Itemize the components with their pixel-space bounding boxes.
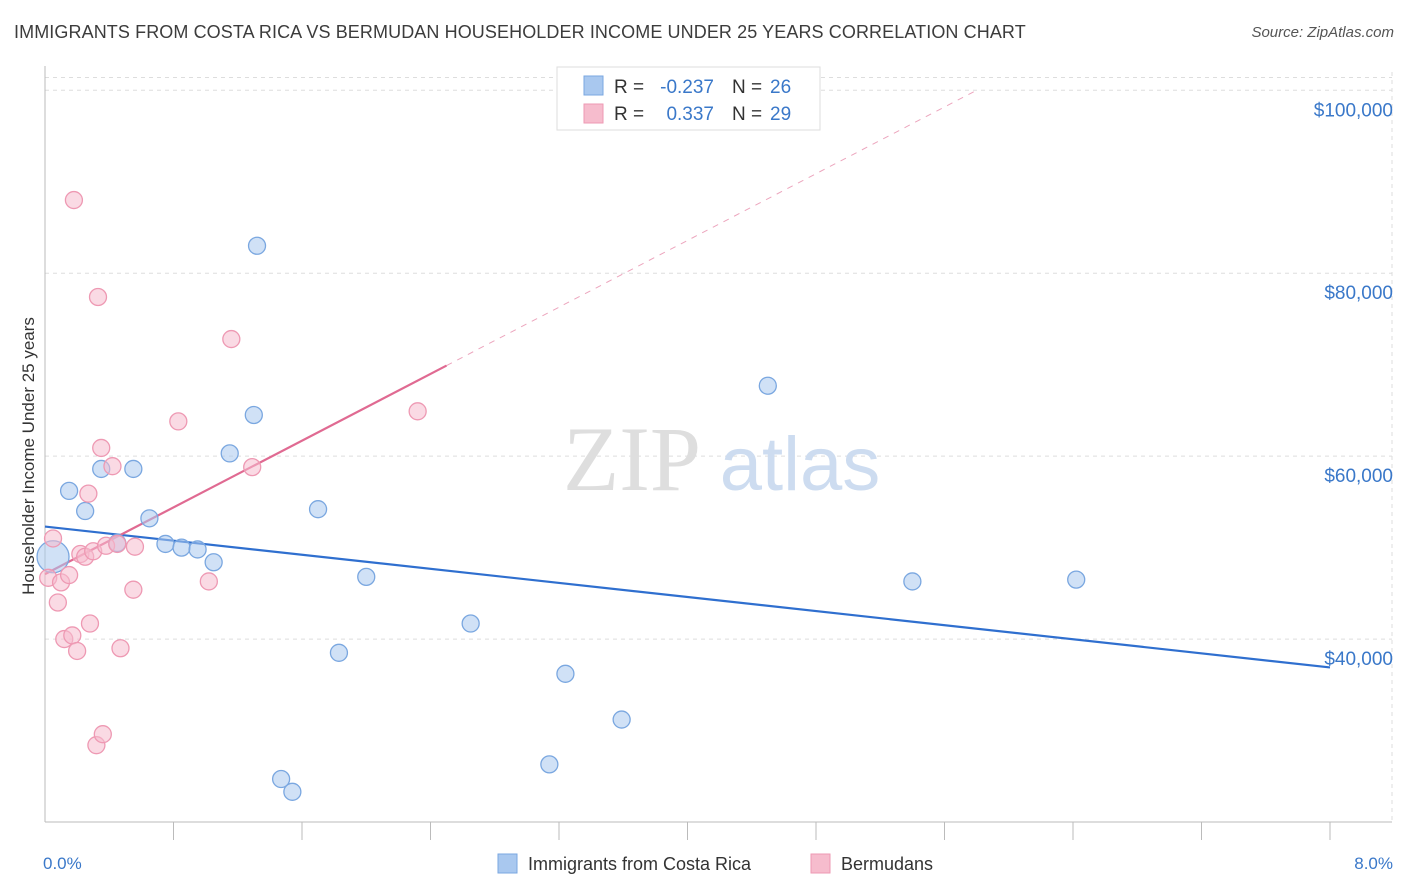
data-point-pink bbox=[88, 287, 108, 307]
data-point-blue bbox=[188, 540, 207, 559]
y-tick-label: $100,000 bbox=[1314, 100, 1393, 121]
data-point-pink bbox=[59, 565, 79, 585]
data-point-blue bbox=[308, 500, 328, 519]
data-point-pink bbox=[93, 725, 112, 744]
legend-swatch-pink bbox=[810, 853, 831, 874]
data-point-pink bbox=[67, 641, 87, 661]
data-point-pink bbox=[125, 537, 145, 556]
watermark-atlas: atlas bbox=[720, 422, 881, 507]
data-point-blue bbox=[124, 459, 143, 479]
axes bbox=[44, 66, 1392, 840]
legend-n-value: 26 bbox=[770, 77, 791, 98]
data-point-blue bbox=[156, 534, 175, 554]
data-point-pink bbox=[92, 438, 111, 458]
trend-lines bbox=[44, 89, 1331, 669]
y-tick-label: $40,000 bbox=[1324, 649, 1393, 670]
data-point-pink bbox=[48, 593, 67, 612]
data-point-blue bbox=[140, 509, 159, 528]
trend-line-blue bbox=[44, 525, 1331, 669]
trend-line-extension-pink bbox=[446, 89, 977, 367]
data-point-pink bbox=[108, 534, 127, 554]
data-point-pink bbox=[111, 639, 130, 658]
data-point-blue bbox=[172, 538, 191, 557]
data-point-pink bbox=[124, 580, 143, 599]
watermark-zip: ZIP bbox=[563, 408, 701, 510]
data-point-pink bbox=[64, 190, 84, 210]
data-point-pink bbox=[199, 572, 218, 591]
legend-bottom: Immigrants from Costa Rica Bermudans bbox=[497, 853, 933, 874]
source-label: Source: ZipAtlas.com bbox=[1251, 24, 1394, 41]
data-point-pink bbox=[243, 457, 262, 477]
data-point-pink bbox=[80, 614, 100, 633]
data-point-blue bbox=[329, 643, 349, 662]
data-point-blue bbox=[540, 755, 559, 774]
data-point-pink bbox=[408, 402, 427, 421]
legend-n-value: 29 bbox=[770, 104, 791, 125]
legend-top: R = -0.237 N = 26 R = 0.337 N = 29 bbox=[556, 66, 821, 131]
data-point-blue bbox=[247, 236, 267, 255]
legend-label-costa-rica: Immigrants from Costa Rica bbox=[528, 854, 752, 874]
legend-swatch-blue bbox=[583, 75, 604, 96]
legend-r-label: R = bbox=[614, 77, 644, 98]
data-points bbox=[36, 190, 1086, 801]
data-point-blue bbox=[204, 553, 223, 572]
data-point-blue bbox=[612, 710, 631, 729]
legend-r-label: R = bbox=[614, 104, 644, 125]
legend-n-label: N = bbox=[732, 104, 762, 125]
legend-n-label: N = bbox=[732, 77, 762, 98]
x-tick-label: 8.0% bbox=[1354, 854, 1393, 873]
data-point-pink bbox=[63, 626, 82, 645]
legend-swatch-pink bbox=[583, 103, 604, 124]
data-point-blue bbox=[271, 769, 291, 789]
data-point-pink bbox=[169, 412, 188, 431]
data-point-blue bbox=[556, 664, 575, 683]
watermark: ZIP atlas bbox=[563, 408, 880, 510]
y-tick-labels: $40,000 $60,000 $80,000 $100,000 bbox=[1314, 100, 1393, 670]
data-point-blue bbox=[283, 782, 302, 801]
x-tick-label: 0.0% bbox=[43, 854, 82, 873]
y-tick-label: $60,000 bbox=[1324, 466, 1393, 487]
legend-label-bermudans: Bermudans bbox=[841, 854, 933, 874]
legend-r-value: 0.337 bbox=[666, 104, 714, 125]
data-point-blue bbox=[244, 405, 263, 425]
y-tick-label: $80,000 bbox=[1324, 283, 1393, 304]
data-point-blue bbox=[357, 567, 376, 587]
data-point-blue bbox=[758, 376, 777, 395]
data-point-blue bbox=[59, 481, 79, 501]
chart-title: IMMIGRANTS FROM COSTA RICA VS BERMUDAN H… bbox=[14, 22, 1026, 42]
y-axis-label: Householder Income Under 25 years bbox=[19, 317, 38, 595]
data-point-pink bbox=[103, 457, 122, 476]
data-point-blue bbox=[461, 614, 480, 633]
data-point-pink bbox=[222, 329, 241, 349]
data-point-blue bbox=[903, 572, 922, 591]
legend-swatch-blue bbox=[497, 853, 518, 874]
data-point-blue bbox=[76, 501, 95, 521]
legend-r-value: -0.237 bbox=[660, 77, 714, 98]
x-tick-labels: 0.0% 8.0% bbox=[43, 854, 1393, 873]
grid-lines bbox=[45, 72, 1393, 822]
data-point-pink bbox=[43, 529, 63, 548]
data-point-blue bbox=[220, 444, 239, 463]
data-point-pink bbox=[79, 484, 98, 503]
data-point-blue bbox=[1067, 570, 1086, 589]
